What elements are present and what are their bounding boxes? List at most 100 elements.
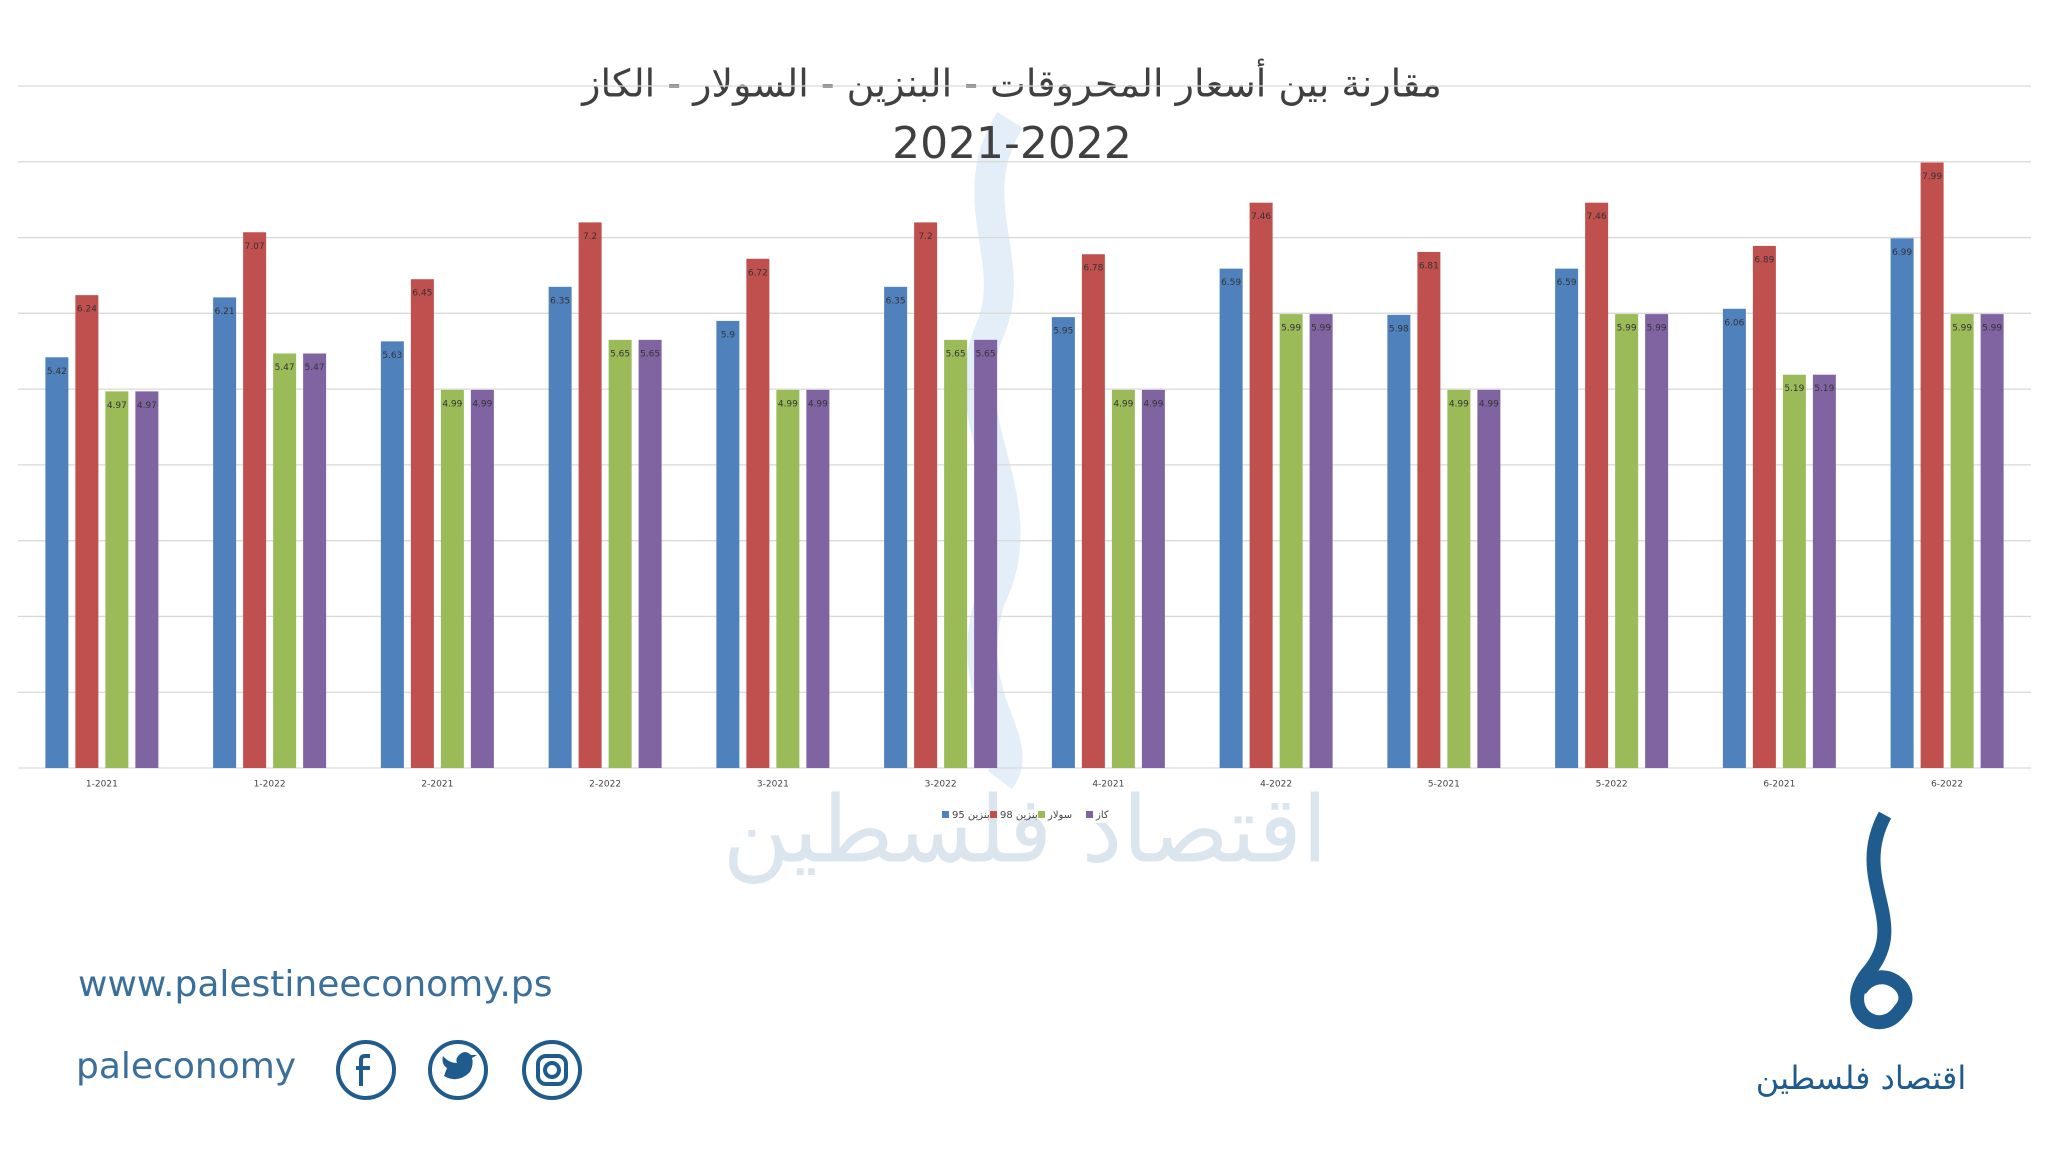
bar [1752,245,1776,768]
bar [1477,389,1501,768]
value-label: 5.99 [1617,324,1637,334]
value-label: 4.99 [1449,399,1469,409]
value-label: 5.65 [640,349,660,359]
x-tick-label: 1-2021 [86,780,118,790]
bar [746,258,770,768]
value-label: 4.99 [472,399,492,409]
bar [548,286,572,768]
facebook-glyph [356,1054,370,1086]
bar [1417,251,1441,768]
instagram-glyph [536,1054,568,1086]
bar [1890,238,1914,768]
bar [1812,374,1836,768]
bar [1081,254,1105,768]
bar [1645,314,1669,768]
value-label: 4.99 [778,399,798,409]
value-label: 4.99 [808,399,828,409]
bar [1555,268,1579,768]
twitter-glyph [442,1052,477,1080]
chart-subtitle: 2021-2022 [892,118,1132,169]
value-label: 6.06 [1724,318,1744,328]
bar [75,295,99,768]
value-label: 7.07 [245,242,265,252]
bar [440,389,464,768]
bar [135,391,159,768]
value-label: 5.63 [382,351,402,361]
x-tick-label: 5-2021 [1428,780,1460,790]
bar [470,389,494,768]
value-label: 5.99 [1311,324,1331,334]
value-label: 5.19 [1784,384,1804,394]
bar [380,341,404,768]
value-label: 5.99 [1952,324,1972,334]
value-label: 4.99 [1479,399,1499,409]
value-label: 5.98 [1389,324,1409,334]
bar [1722,308,1746,768]
legend-label: بنزين 98 [1000,810,1038,821]
bar [1782,374,1806,768]
chart-title: مقارنة بين أسعار المحروقات - البنزين - ا… [580,59,1442,107]
value-label: 6.21 [215,307,235,317]
value-label: 6.78 [1083,264,1103,274]
value-label: 4.97 [107,401,127,411]
x-tick-label: 3-2022 [925,780,957,790]
instagram-icon[interactable] [522,1040,582,1100]
instagram-lens [543,1061,561,1079]
value-label: 6.35 [550,296,570,306]
bar [1219,268,1243,768]
bar [1249,202,1273,769]
bar [578,222,602,768]
website[interactable]: www.palestineeconomy.ps [78,964,552,1005]
bar [1920,162,1944,769]
legend-marker [1086,811,1093,818]
x-tick-label: 1-2022 [254,780,286,790]
bar [1387,314,1411,768]
bar [1615,314,1639,768]
bar [974,339,998,768]
value-label: 5.99 [1281,324,1301,334]
value-label: 7.46 [1587,212,1607,222]
bar [1141,389,1165,768]
bar [273,353,297,768]
legend-label: كاز [1095,810,1109,821]
value-label: 5.65 [976,349,996,359]
value-label: 5.99 [1647,324,1667,334]
bar [884,286,908,768]
plot: 1-2021 5.42 6.24 4.97 4.97 1-2022 6.21 7.07 5.47… [18,85,2031,821]
legend-label: بنزين 95 [952,810,990,821]
bar [914,222,938,768]
value-label: 5.9 [721,330,736,340]
x-tick-label: 6-2022 [1931,780,1963,790]
value-label: 6.99 [1892,248,1912,258]
value-label: 4.99 [1113,399,1133,409]
bar [608,339,632,768]
handle[interactable]: paleconomy [76,1046,296,1087]
value-label: 6.72 [748,268,768,278]
value-label: 7.2 [918,232,932,242]
facebook-icon[interactable] [336,1040,396,1100]
x-tick-label: 4-2021 [1092,780,1124,790]
bar [1585,202,1609,769]
value-label: 6.45 [412,289,432,299]
value-label: 6.59 [1557,278,1577,288]
bar [105,391,129,768]
value-label: 6.89 [1754,255,1774,265]
twitter-icon[interactable] [428,1040,488,1100]
legend-marker [1038,811,1045,818]
x-tick-label: 3-2021 [757,780,789,790]
bar [45,357,69,768]
brand-name: اقتصاد فلسطين [1756,1059,1966,1097]
x-tick-label: 2-2022 [589,780,621,790]
bar [944,339,968,768]
value-label: 4.99 [442,399,462,409]
bar [1051,317,1075,768]
brand-logo [1850,811,1913,1030]
bar [1950,314,1974,768]
bar [1447,389,1471,768]
x-tick-label: 6-2021 [1763,780,1795,790]
value-label: 6.35 [886,296,906,306]
value-label: 5.65 [946,349,966,359]
value-label: 4.97 [137,401,157,411]
bar [213,297,237,768]
